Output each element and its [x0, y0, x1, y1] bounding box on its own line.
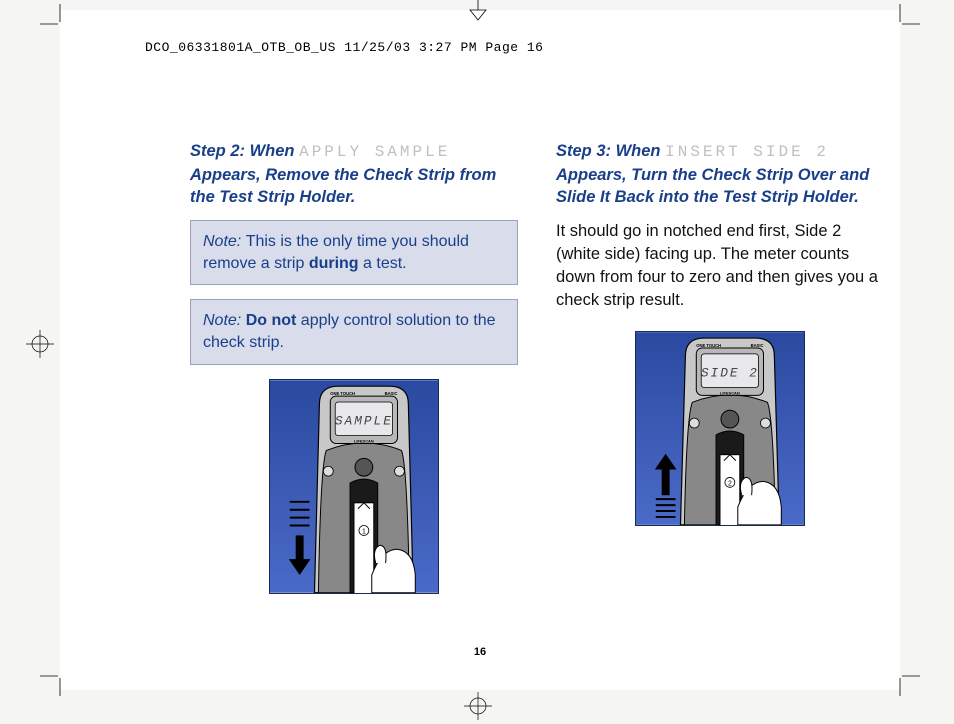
content: Step 2: When APPLY SAMPLE Appears, Remov… — [190, 140, 890, 594]
registration-left — [26, 330, 54, 358]
note-box-1: Note: This is the only time you should r… — [190, 220, 518, 285]
print-header: DCO_06331801A_OTB_OB_US 11/25/03 3:27 PM… — [145, 40, 543, 55]
svg-text:SAMPLE: SAMPLE — [335, 413, 393, 428]
step2-lcd: APPLY SAMPLE — [299, 143, 450, 161]
step3-heading: Step 3: When INSERT SIDE 2 Appears, Turn… — [556, 140, 884, 208]
svg-text:ONE TOUCH: ONE TOUCH — [696, 342, 721, 347]
step3-suffix: Appears, Turn the Check Strip Over and S… — [556, 166, 869, 206]
svg-text:ONE TOUCH: ONE TOUCH — [330, 391, 355, 396]
note2-label: Note: — [203, 312, 246, 329]
registration-bottom — [464, 692, 492, 720]
step3-lcd: INSERT SIDE 2 — [665, 143, 829, 161]
svg-text:LIFESCAN: LIFESCAN — [720, 390, 740, 395]
step3-prefix: Step 3: When — [556, 142, 665, 160]
page: DCO_06331801A_OTB_OB_US 11/25/03 3:27 PM… — [60, 10, 900, 690]
step2-heading: Step 2: When APPLY SAMPLE Appears, Remov… — [190, 140, 518, 208]
step2-suffix: Appears, Remove the Check Strip from the… — [190, 166, 496, 206]
svg-text:BASIC: BASIC — [751, 342, 764, 347]
note1-bold: during — [309, 255, 359, 272]
step3-body: It should go in notched end first, Side … — [556, 220, 884, 312]
cropmark-bl — [40, 656, 80, 696]
left-column: Step 2: When APPLY SAMPLE Appears, Remov… — [190, 140, 518, 594]
svg-text:LIFESCAN: LIFESCAN — [354, 438, 374, 443]
fold-mark-top — [464, 0, 492, 24]
right-column: Step 3: When INSERT SIDE 2 Appears, Turn… — [556, 140, 884, 594]
step2-prefix: Step 2: When — [190, 142, 299, 160]
svg-text:SIDE 2: SIDE 2 — [701, 365, 759, 380]
note-box-2: Note: Do not apply control solution to t… — [190, 299, 518, 364]
svg-text:2: 2 — [728, 480, 732, 487]
note1-label: Note: — [203, 233, 246, 250]
device-figure-left: SAMPLE ONE TOUCH BASIC LIFESCAN 1 — [269, 379, 439, 594]
note2-bold: Do not — [246, 312, 297, 329]
cropmark-br — [880, 656, 920, 696]
page-number: 16 — [60, 646, 900, 658]
cropmark-tr — [880, 4, 920, 44]
device-figure-right: SIDE 2 ONE TOUCH BASIC LIFESCAN 2 — [635, 331, 805, 526]
svg-text:BASIC: BASIC — [385, 391, 398, 396]
svg-text:1: 1 — [362, 528, 366, 535]
note1-text-b: a test. — [359, 255, 407, 272]
cropmark-tl — [40, 4, 80, 44]
